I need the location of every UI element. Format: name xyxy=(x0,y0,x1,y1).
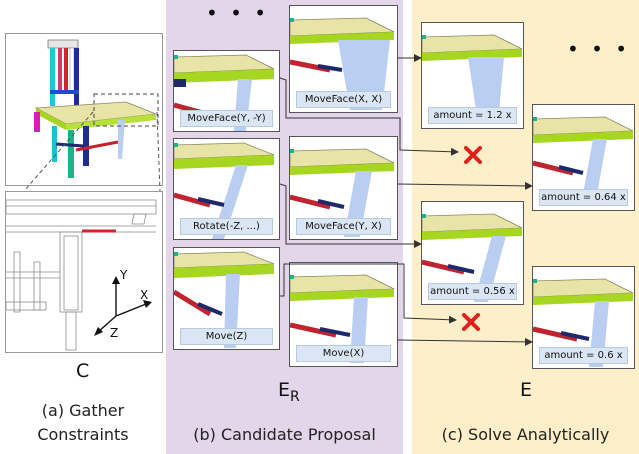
solution-thumb-3: amount = 0.56 x xyxy=(421,201,524,305)
caption-gather-line2: Constraints xyxy=(37,425,129,444)
axis-y-label: Y xyxy=(120,268,128,282)
proposal-label-3: Rotate(-Z, ...) xyxy=(180,218,273,235)
solution-label-1: amount = 1.2 x xyxy=(428,107,517,124)
proposal-label-5: Move(Z) xyxy=(180,328,273,345)
solutions-variable: E xyxy=(520,379,533,401)
proposal-label-2: MoveFace(X, X) xyxy=(296,91,391,108)
proposal-thumb-5: Move(Z) xyxy=(173,247,280,350)
axis-z-label: Z xyxy=(110,326,119,340)
proposals-variable: ER xyxy=(278,380,300,407)
proposal-thumb-4: MoveFace(Y, X) xyxy=(289,136,398,240)
proposal-label-4: MoveFace(Y, X) xyxy=(296,218,391,235)
proposal-thumb-2: MoveFace(X, X) xyxy=(289,5,398,113)
proposal-thumb-3: Rotate(-Z, ...) xyxy=(173,138,280,240)
solution-label-2: amount = 0.64 x xyxy=(539,189,628,206)
reject-cross-icon xyxy=(462,313,480,331)
caption-gather-line1: (a) Gather xyxy=(41,401,125,420)
solution-ellipsis: • • • xyxy=(567,37,631,61)
chair-full-view xyxy=(5,33,163,186)
solution-thumb-1: amount = 1.2 x xyxy=(421,22,524,129)
constraint-wireframe-view: Y X Z xyxy=(5,191,163,353)
proposal-label-1: MoveFace(Y, -Y) xyxy=(180,110,273,127)
proposal-thumb-1: MoveFace(Y, -Y) xyxy=(173,50,280,132)
proposal-thumb-6: Move(X) xyxy=(289,262,398,367)
proposal-ellipsis: • • • xyxy=(206,1,270,25)
proposals-variable-sub: R xyxy=(290,388,300,405)
solution-label-3: amount = 0.56 x xyxy=(428,283,517,300)
proposal-label-6: Move(X) xyxy=(296,345,391,362)
constraints-variable: C xyxy=(76,360,90,382)
solution-thumb-4: amount = 0.6 x xyxy=(532,266,635,369)
solution-thumb-2: amount = 0.64 x xyxy=(532,104,635,211)
caption-candidate-proposal: (b) Candidate Proposal xyxy=(193,425,376,444)
axis-x-label: X xyxy=(140,288,149,302)
proposals-variable-main: E xyxy=(278,379,291,401)
solution-label-4: amount = 0.6 x xyxy=(539,347,628,364)
reject-cross-icon xyxy=(464,146,482,164)
caption-solve-analytically: (c) Solve Analytically xyxy=(441,425,610,444)
